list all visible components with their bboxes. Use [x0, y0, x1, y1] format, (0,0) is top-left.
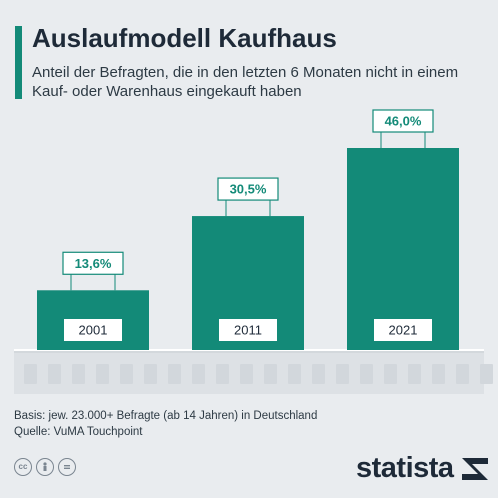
baseline-stripe — [48, 364, 61, 384]
baseline-stripe — [120, 364, 133, 384]
chart-title: Auslaufmodell Kaufhaus — [32, 23, 337, 53]
baseline-stripe — [480, 364, 493, 384]
category-label: 2001 — [79, 323, 108, 338]
baseline-stripe — [24, 364, 37, 384]
cc-icon[interactable]: cc — [14, 458, 32, 476]
baseline-stripe — [144, 364, 157, 384]
category-label-box — [219, 319, 277, 341]
statista-logo[interactable]: statista — [356, 452, 490, 485]
baseline-stripe — [216, 364, 229, 384]
baseline-stripe — [192, 364, 205, 384]
value-label: 46,0% — [385, 114, 422, 129]
baseline-stripe — [336, 364, 349, 384]
value-label-box — [372, 109, 434, 133]
baseline-stripe — [264, 364, 277, 384]
baseline-stripe — [360, 364, 373, 384]
value-label-box — [217, 177, 279, 201]
baseline-stripe — [288, 364, 301, 384]
brand-name: statista — [356, 452, 454, 484]
person-icon[interactable] — [36, 458, 54, 476]
baseline-stripe — [72, 364, 85, 384]
statista-mark-icon — [461, 457, 488, 480]
value-label: 30,5% — [230, 182, 267, 197]
title-accent-bar — [15, 26, 22, 99]
chart-subtitle: Anteil der Befragten, die in den letzten… — [32, 64, 459, 100]
category-label: 2021 — [389, 323, 418, 338]
equals-icon[interactable] — [58, 458, 76, 476]
baseline-stripe — [168, 364, 181, 384]
value-label: 13,6% — [75, 256, 112, 271]
category-label: 2011 — [234, 323, 262, 338]
baseline-stripe — [456, 364, 469, 384]
baseline-stripe — [96, 364, 109, 384]
basis-note: Basis: jew. 23.000+ Befragte (ab 14 Jahr… — [14, 410, 318, 422]
category-label-box — [374, 319, 432, 341]
source-note: Quelle: VuMA Touchpoint — [14, 426, 143, 438]
baseline-stripe — [384, 364, 397, 384]
footer-notes: Basis: jew. 23.000+ Befragte (ab 14 Jahr… — [14, 408, 317, 440]
baseline-stripe — [240, 364, 253, 384]
license-icons: cc — [14, 458, 76, 476]
bar-2021 — [347, 148, 459, 350]
baseline-stripe — [408, 364, 421, 384]
category-label-box — [64, 319, 122, 341]
baseline-stripe — [312, 364, 325, 384]
baseline-stripe — [432, 364, 445, 384]
value-label-box — [62, 251, 124, 275]
